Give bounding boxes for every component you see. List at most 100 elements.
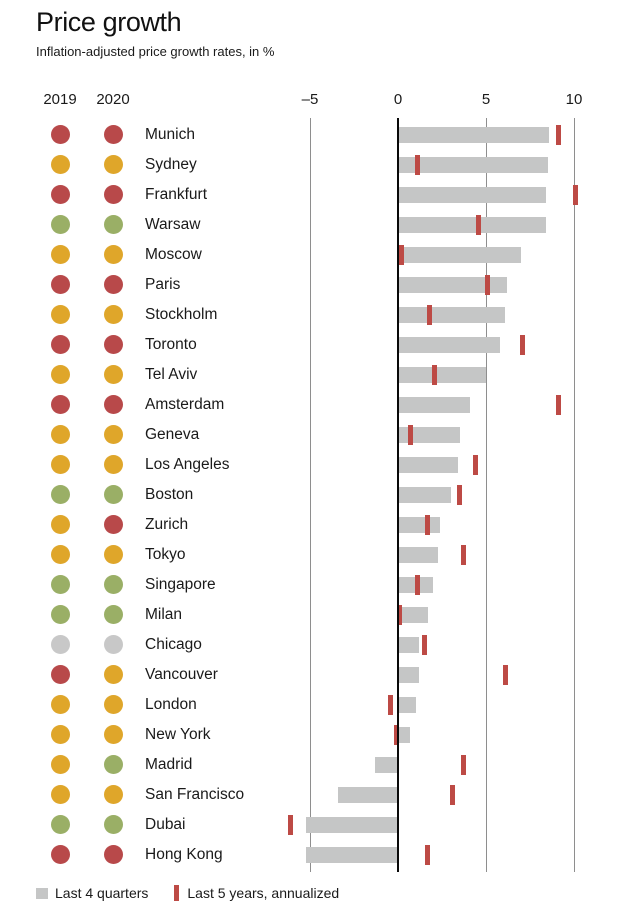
bubble-risk-dot-2019 bbox=[50, 665, 70, 684]
last-5-years-marker bbox=[460, 545, 466, 565]
marker-swatch-icon bbox=[174, 885, 180, 901]
legend-bar-label: Last 4 quarters bbox=[55, 885, 149, 901]
bubble-risk-dot-2020 bbox=[103, 815, 123, 834]
bubble-risk-dot-2020 bbox=[103, 185, 123, 204]
last-5-years-marker bbox=[502, 665, 508, 685]
last-4-quarters-bar bbox=[398, 697, 416, 713]
chart-row: Dubai bbox=[0, 810, 640, 840]
legend-item-last-4-quarters: Last 4 quarters bbox=[36, 885, 148, 901]
city-label: Los Angeles bbox=[145, 456, 230, 473]
city-label: Amsterdam bbox=[145, 396, 225, 413]
chart-row: Los Angeles bbox=[0, 450, 640, 480]
city-label: Dubai bbox=[145, 816, 186, 833]
city-label: Milan bbox=[145, 606, 183, 623]
last-5-years-marker bbox=[288, 815, 294, 835]
bubble-risk-dot-2020 bbox=[103, 395, 123, 414]
last-5-years-marker bbox=[407, 425, 413, 445]
bubble-risk-dot-2019 bbox=[50, 605, 70, 624]
last-5-years-marker bbox=[432, 365, 438, 385]
last-4-quarters-bar bbox=[338, 787, 398, 803]
bubble-risk-dot-2020 bbox=[103, 485, 123, 504]
bubble-risk-dot-2020 bbox=[103, 335, 123, 354]
last-5-years-marker bbox=[414, 155, 420, 175]
axis-tick-label: 5 bbox=[481, 91, 491, 108]
city-label: Warsaw bbox=[145, 216, 201, 233]
bubble-risk-dot-2019 bbox=[50, 545, 70, 564]
last-5-years-marker bbox=[460, 755, 466, 775]
city-label: Vancouver bbox=[145, 666, 218, 683]
last-5-years-marker bbox=[388, 695, 394, 715]
bubble-risk-dot-2020 bbox=[103, 215, 123, 234]
chart-row: Stockholm bbox=[0, 300, 640, 330]
city-label: San Francisco bbox=[145, 786, 245, 803]
axis-tick-label: –5 bbox=[301, 91, 319, 108]
last-4-quarters-bar bbox=[398, 277, 508, 293]
city-label: Tokyo bbox=[145, 546, 186, 563]
last-5-years-marker bbox=[399, 245, 405, 265]
last-4-quarters-bar bbox=[398, 727, 411, 743]
city-label: Tel Aviv bbox=[145, 366, 198, 383]
bar-swatch-icon bbox=[36, 887, 48, 899]
bubble-risk-dot-2019 bbox=[50, 395, 70, 414]
bubble-risk-dot-2019 bbox=[50, 125, 70, 144]
last-5-years-marker bbox=[457, 485, 463, 505]
last-5-years-marker bbox=[555, 125, 561, 145]
bubble-risk-dot-2019 bbox=[50, 335, 70, 354]
chart-row: Amsterdam bbox=[0, 390, 640, 420]
last-4-quarters-bar bbox=[398, 247, 522, 263]
bubble-risk-dot-2019 bbox=[50, 575, 70, 594]
last-5-years-marker bbox=[555, 395, 561, 415]
bubble-risk-dot-2020 bbox=[103, 365, 123, 384]
chart-row: Vancouver bbox=[0, 660, 640, 690]
city-label: Munich bbox=[145, 126, 195, 143]
chart-row: Singapore bbox=[0, 570, 640, 600]
bubble-risk-dot-2020 bbox=[103, 305, 123, 324]
axis-tick-label: 0 bbox=[393, 91, 403, 108]
city-label: London bbox=[145, 696, 197, 713]
last-4-quarters-bar bbox=[375, 757, 398, 773]
bubble-risk-dot-2020 bbox=[103, 155, 123, 174]
bubble-risk-dot-2019 bbox=[50, 785, 70, 804]
legend-item-last-5-years: Last 5 years, annualized bbox=[174, 885, 339, 901]
bubble-risk-dot-2019 bbox=[50, 635, 70, 654]
gridline-5 bbox=[485, 118, 487, 872]
city-label: Boston bbox=[145, 486, 194, 503]
bubble-risk-dot-2020 bbox=[103, 695, 123, 714]
bubble-risk-dot-2019 bbox=[50, 365, 70, 384]
last-4-quarters-bar bbox=[398, 307, 506, 323]
bubble-risk-dot-2020 bbox=[103, 845, 123, 864]
last-5-years-marker bbox=[485, 275, 491, 295]
last-5-years-marker bbox=[573, 185, 579, 205]
last-4-quarters-bar bbox=[398, 487, 451, 503]
chart-row: New York bbox=[0, 720, 640, 750]
city-label: Frankfurt bbox=[145, 186, 208, 203]
bubble-risk-dot-2020 bbox=[103, 245, 123, 264]
bubble-risk-dot-2019 bbox=[50, 725, 70, 744]
chart-row: Geneva bbox=[0, 420, 640, 450]
city-label: Hong Kong bbox=[145, 846, 223, 863]
gridline-10 bbox=[573, 118, 575, 872]
axis-tick-label: 10 bbox=[565, 91, 583, 108]
bubble-risk-dot-2020 bbox=[103, 755, 123, 774]
bubble-risk-dot-2019 bbox=[50, 185, 70, 204]
chart-row: Tokyo bbox=[0, 540, 640, 570]
last-4-quarters-bar bbox=[398, 157, 548, 173]
city-label: New York bbox=[145, 726, 211, 743]
bubble-risk-dot-2019 bbox=[50, 515, 70, 534]
city-label: Paris bbox=[145, 276, 181, 293]
chart-row: London bbox=[0, 690, 640, 720]
bubble-risk-dot-2019 bbox=[50, 485, 70, 504]
chart-row: Milan bbox=[0, 600, 640, 630]
last-4-quarters-bar bbox=[398, 457, 458, 473]
chart-row: Paris bbox=[0, 270, 640, 300]
city-label: Moscow bbox=[145, 246, 202, 263]
last-4-quarters-bar bbox=[398, 427, 460, 443]
last-4-quarters-bar bbox=[398, 217, 546, 233]
last-5-years-marker bbox=[425, 845, 431, 865]
chart-row: Hong Kong bbox=[0, 840, 640, 870]
city-label: Singapore bbox=[145, 576, 216, 593]
chart-row: Warsaw bbox=[0, 210, 640, 240]
bubble-risk-dot-2019 bbox=[50, 755, 70, 774]
last-4-quarters-bar bbox=[398, 337, 501, 353]
